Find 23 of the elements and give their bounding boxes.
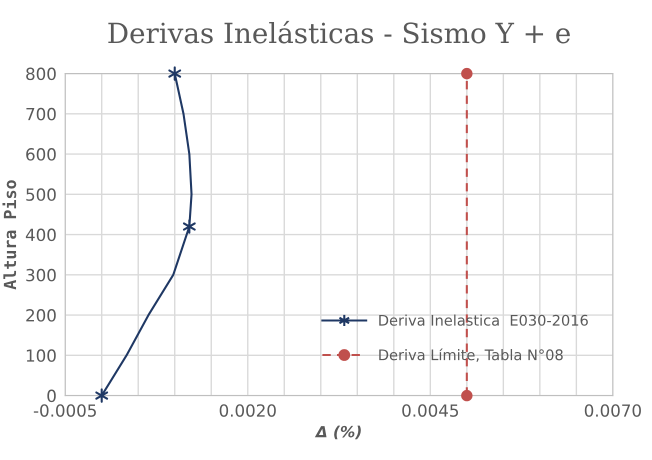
y-tick-label: 100 — [26, 349, 56, 362]
y-tick-label: 500 — [26, 188, 56, 201]
y-tick-label: 800 — [26, 68, 56, 80]
y-tick-label: 700 — [26, 108, 56, 120]
legend-label: Deriva Inelastica E030-2016 — [379, 314, 588, 326]
y-tick-label: 400 — [26, 228, 56, 242]
x-tick-label: 0.0070 — [584, 404, 641, 417]
point — [461, 390, 473, 402]
x-tick-label: 0.0020 — [220, 404, 276, 417]
point — [95, 388, 108, 403]
legend-label: Deriva Límite, Tabla N°08 — [379, 348, 563, 362]
point — [182, 219, 196, 234]
y-tick-label: 200 — [26, 309, 56, 322]
y-tick-label: 600 — [26, 148, 56, 161]
y-tick-label: 0 — [47, 390, 56, 402]
x-tick-label: 0.0045 — [402, 404, 458, 417]
x-tick-label: -0.0005 — [34, 404, 96, 417]
point — [461, 68, 473, 80]
chart-title: Derivas Inelásticas - Sismo Y + e — [108, 20, 570, 44]
y-tick-label: 300 — [26, 268, 56, 282]
x-axis-title: Δ (%) — [314, 426, 361, 440]
point — [168, 66, 182, 81]
y-axis-title: Altura Piso — [2, 180, 16, 290]
